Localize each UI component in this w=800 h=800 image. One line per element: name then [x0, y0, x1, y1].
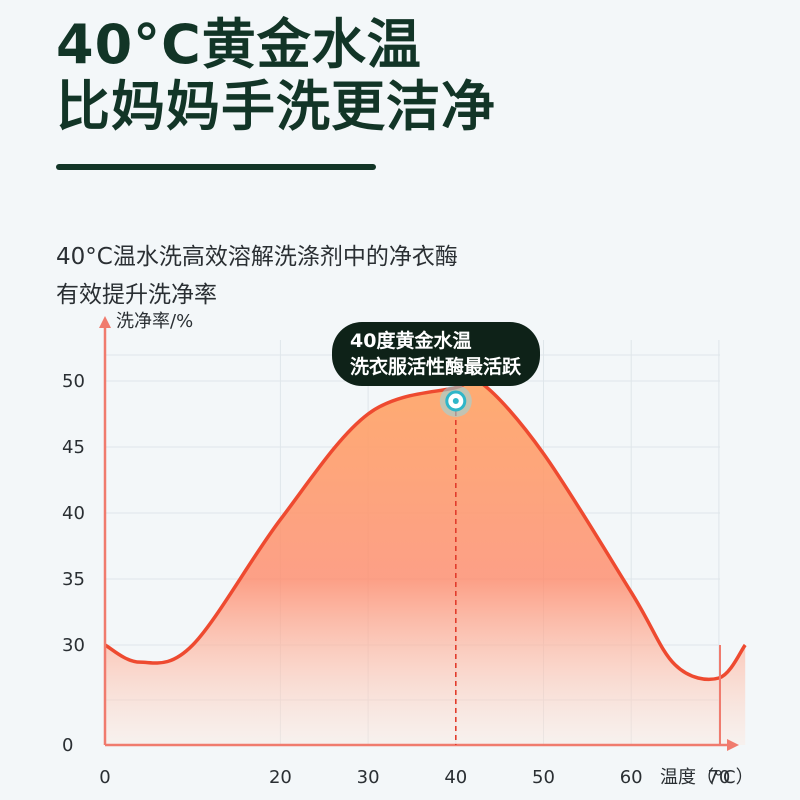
- x-tick-label: 40: [444, 767, 467, 788]
- description: 40°C温水洗高效溶解洗涤剂中的净衣酶 有效提升洗净率: [56, 238, 458, 314]
- x-tick-label: 20: [269, 767, 292, 788]
- y-tick-label: 40: [62, 503, 85, 524]
- y-tick-label: 30: [62, 635, 85, 656]
- x-tick-label: 70: [707, 767, 730, 788]
- description-line-2: 有效提升洗净率: [56, 282, 217, 308]
- headline-line-2: 比妈妈手洗更洁净: [56, 75, 496, 138]
- y-axis-arrow: [99, 316, 111, 328]
- x-tick-label: 0: [99, 767, 110, 788]
- x-axis-arrow: [727, 739, 739, 751]
- y-tick-label: 45: [62, 437, 85, 458]
- callout-bubble: 40度黄金水温 洗衣服活性酶最活跃: [332, 322, 540, 386]
- x-axis-title: 温度（°C）: [660, 767, 754, 788]
- axes: [99, 316, 739, 751]
- series-area-fill: [105, 378, 746, 745]
- y-tick-label: 35: [62, 569, 85, 590]
- y-axis-title: 洗净率/%: [116, 311, 193, 332]
- peak-marker: [439, 385, 472, 417]
- tick-labels: 0 30 35 40 45 50 0 20 30 40 50 60 70: [62, 371, 730, 788]
- x-tick-label: 30: [357, 767, 380, 788]
- x-tick-label: 50: [532, 767, 555, 788]
- headline-underline: [56, 164, 376, 170]
- description-line-1: 40°C温水洗高效溶解洗涤剂中的净衣酶: [56, 244, 458, 270]
- y-tick-label: 0: [62, 735, 73, 756]
- callout-line-2: 洗衣服活性酶最活跃: [350, 356, 522, 378]
- callout-line-1: 40度黄金水温: [350, 330, 472, 352]
- y-tick-label: 50: [62, 371, 85, 392]
- x-tick-label: 60: [620, 767, 643, 788]
- headline: 40°C黄金水温 比妈妈手洗更洁净: [56, 14, 496, 138]
- marker-dot: [452, 398, 459, 404]
- headline-line-1: 40°C黄金水温: [56, 13, 422, 76]
